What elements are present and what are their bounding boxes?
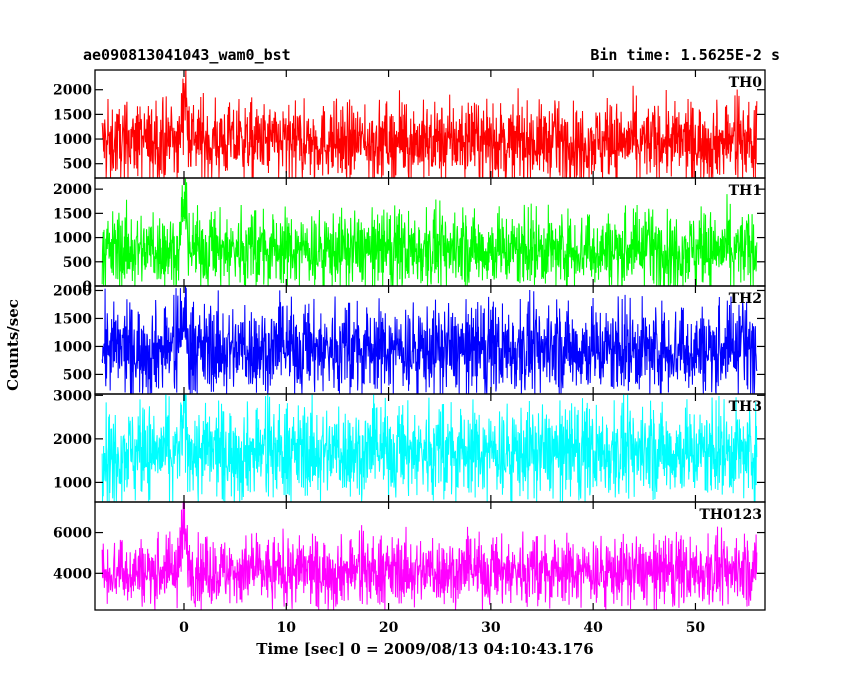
series-th0-line <box>101 70 758 178</box>
x-axis: 0 10 20 30 40 50 <box>179 620 705 636</box>
series-th1-line <box>101 178 758 286</box>
header-bin-time: Bin time: 1.5625E-2 s <box>590 46 780 64</box>
y-tick-label: 500 <box>63 255 92 271</box>
y-tick-label: 1500 <box>53 206 92 222</box>
y-tick-label: 1000 <box>53 132 92 148</box>
x-tick-label: 40 <box>583 620 603 636</box>
series-th3-line <box>101 394 758 502</box>
y-tick-label: 1500 <box>53 311 92 327</box>
series-th0123-line <box>101 502 758 610</box>
header-title: ae090813041043_wam0_bst <box>83 46 291 64</box>
y-tick-label: 2000 <box>53 182 92 198</box>
panel-frame-th0123 <box>94 501 766 611</box>
y-tick-label: 1000 <box>53 339 92 355</box>
y-tick-label: 1500 <box>53 107 92 123</box>
panels-group: 500 1000 1500 2000 TH0 0 500 1000 1500 2000 TH1 500… <box>53 69 766 611</box>
x-axis-title: Time [sec] 0 = 2009/08/13 04:10:43.176 <box>256 640 593 658</box>
y-tick-label: 4000 <box>53 566 92 582</box>
panel-label-th3: TH3 <box>729 399 762 415</box>
panel-label-th0: TH0 <box>729 75 763 91</box>
y-tick-label: 0 <box>82 279 92 295</box>
y-tick-label: 500 <box>63 157 92 173</box>
y-tick-label: 1000 <box>53 231 92 247</box>
y-tick-label: 3000 <box>53 388 92 404</box>
y-tick-label: 2000 <box>53 83 92 99</box>
panel-label-th0123: TH0123 <box>699 507 762 523</box>
y-tick-label: 1000 <box>53 475 92 491</box>
y-tick-label: 500 <box>63 367 92 383</box>
panel-label-th2: TH2 <box>729 291 762 307</box>
x-tick-label: 10 <box>277 620 297 636</box>
panel-label-th1: TH1 <box>729 183 762 199</box>
y-tick-label: 6000 <box>53 526 92 542</box>
x-tick-label: 30 <box>481 620 501 636</box>
x-tick-label: 0 <box>179 620 189 636</box>
y-tick-label: 2000 <box>53 432 92 448</box>
y-axis-title: Counts/sec <box>4 299 22 391</box>
x-tick-label: 20 <box>379 620 399 636</box>
y-tick-label: 2000 <box>53 283 92 299</box>
series-th2-line <box>101 286 758 394</box>
x-tick-label: 50 <box>686 620 706 636</box>
